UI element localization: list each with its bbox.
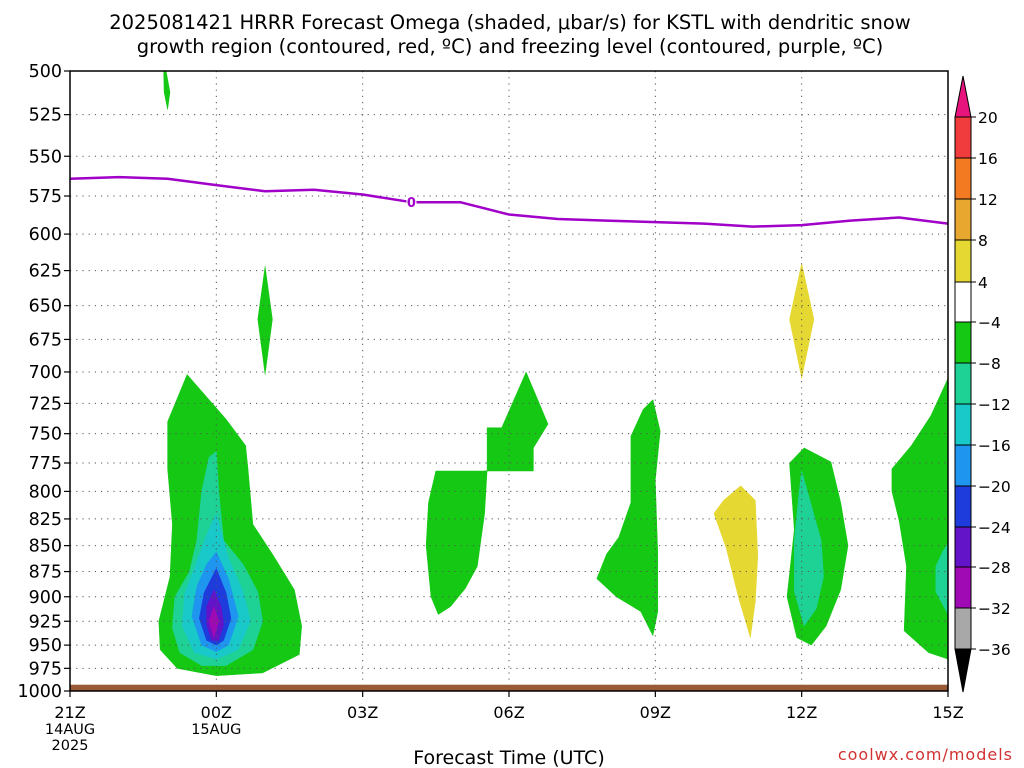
x-axis-label: Forecast Time (UTC) — [413, 747, 604, 768]
colorbar-band — [954, 526, 972, 568]
y-tick-label: 950 — [29, 636, 62, 656]
colorbar-band — [954, 116, 972, 159]
y-tick-label: 875 — [29, 563, 62, 583]
colorbar-band — [954, 239, 972, 283]
terrain-layer — [70, 684, 948, 691]
omega-region-yellow-12 — [713, 485, 759, 638]
y-tick-label: 825 — [29, 510, 62, 530]
colorbar-band — [954, 321, 972, 364]
colorbar-label: 16 — [978, 150, 998, 168]
y-tick-label: 750 — [29, 425, 62, 445]
colorbar-label: −16 — [978, 437, 1011, 455]
colorbar-band — [954, 157, 972, 200]
x-tick-label: 09Z — [640, 703, 671, 722]
y-tick-label: 525 — [29, 106, 62, 126]
y-tick-label: 550 — [29, 147, 62, 167]
x-tick-label: 21Z — [54, 703, 85, 722]
y-tick-label: 575 — [29, 187, 62, 207]
x-tick-label: 03Z — [347, 703, 378, 722]
omega-region-green-7 — [163, 71, 171, 110]
chart-title-line-1: 2025081421 HRRR Forecast Omega (shaded, … — [109, 11, 911, 34]
colorbar-label: −24 — [978, 519, 1011, 537]
colorbar-band — [954, 403, 972, 446]
chart-title-line-2: growth region (contoured, red, ºC) and f… — [137, 35, 884, 58]
freezing-level-label: 0 — [407, 196, 416, 211]
omega-region-teal-14 — [794, 470, 824, 627]
colorbar-band — [954, 566, 972, 609]
omega-region-magenta-6 — [208, 605, 220, 639]
colorbar-label: −32 — [978, 600, 1011, 618]
y-axis-pressure: 500 525 550 575 600 625 650 675 700 725 750 775 800 8… — [17, 62, 70, 702]
freezing-level-line — [70, 175, 948, 228]
colorbar-label: 12 — [978, 191, 998, 209]
x-tick-label: 15AUG — [191, 722, 241, 738]
colorbar-label: 8 — [978, 232, 988, 250]
y-tick-label: 900 — [29, 588, 62, 608]
colorbar-label: 20 — [978, 109, 998, 127]
x-tick-label: 2025 — [52, 738, 89, 754]
x-tick-label: 00Z — [201, 703, 232, 722]
omega-shaded-regions — [158, 71, 948, 676]
y-tick-label: 800 — [29, 482, 62, 502]
y-tick-label: 1000 — [17, 682, 62, 702]
terrain-strip — [70, 684, 948, 691]
y-tick-label: 850 — [29, 537, 62, 557]
colorbar-label: −36 — [978, 641, 1011, 659]
colorbar-bottom-arrow — [954, 648, 972, 693]
colorbar-band — [954, 362, 972, 405]
y-tick-label: 500 — [29, 62, 62, 82]
freezing-label-bg — [406, 194, 417, 211]
colorbar-band — [954, 485, 972, 528]
freezing-level-contour: 0 — [70, 175, 948, 228]
x-tick-label: 12Z — [786, 703, 817, 722]
y-tick-label: 650 — [29, 297, 62, 317]
colorbar-label: −4 — [978, 314, 1001, 332]
y-tick-label: 925 — [29, 612, 62, 632]
x-tick-label: 15Z — [932, 703, 963, 722]
grid-lines — [70, 71, 948, 691]
colorbar-label: 4 — [978, 274, 988, 292]
omega-region-yellow-15 — [789, 263, 815, 379]
y-tick-label: 775 — [29, 454, 62, 474]
colorbar-label: −20 — [978, 478, 1011, 496]
colorbar-band — [954, 444, 972, 487]
colorbar-legend: 20 16 12 8 4 −4 −8 −12 −16 −20 −24 −28 −32 −36 — [954, 75, 1011, 693]
y-tick-label: 700 — [29, 363, 62, 383]
colorbar-band — [954, 198, 972, 241]
x-tick-label: 06Z — [493, 703, 524, 722]
watermark: coolwx.com/models — [838, 745, 1013, 764]
y-tick-label: 600 — [29, 225, 62, 245]
colorbar-label: −12 — [978, 396, 1011, 414]
x-tick-label: 14AUG — [45, 722, 95, 738]
colorbar-label: −28 — [978, 559, 1011, 577]
y-tick-label: 675 — [29, 330, 62, 350]
omega-region-green-8 — [257, 266, 273, 375]
colorbar-band — [954, 281, 972, 323]
omega-region-green-10 — [484, 371, 549, 472]
y-tick-label: 725 — [29, 394, 62, 414]
y-tick-label: 975 — [29, 659, 62, 679]
y-tick-label: 625 — [29, 262, 62, 282]
colorbar-band — [954, 607, 972, 650]
colorbar-label: −8 — [978, 355, 1001, 373]
